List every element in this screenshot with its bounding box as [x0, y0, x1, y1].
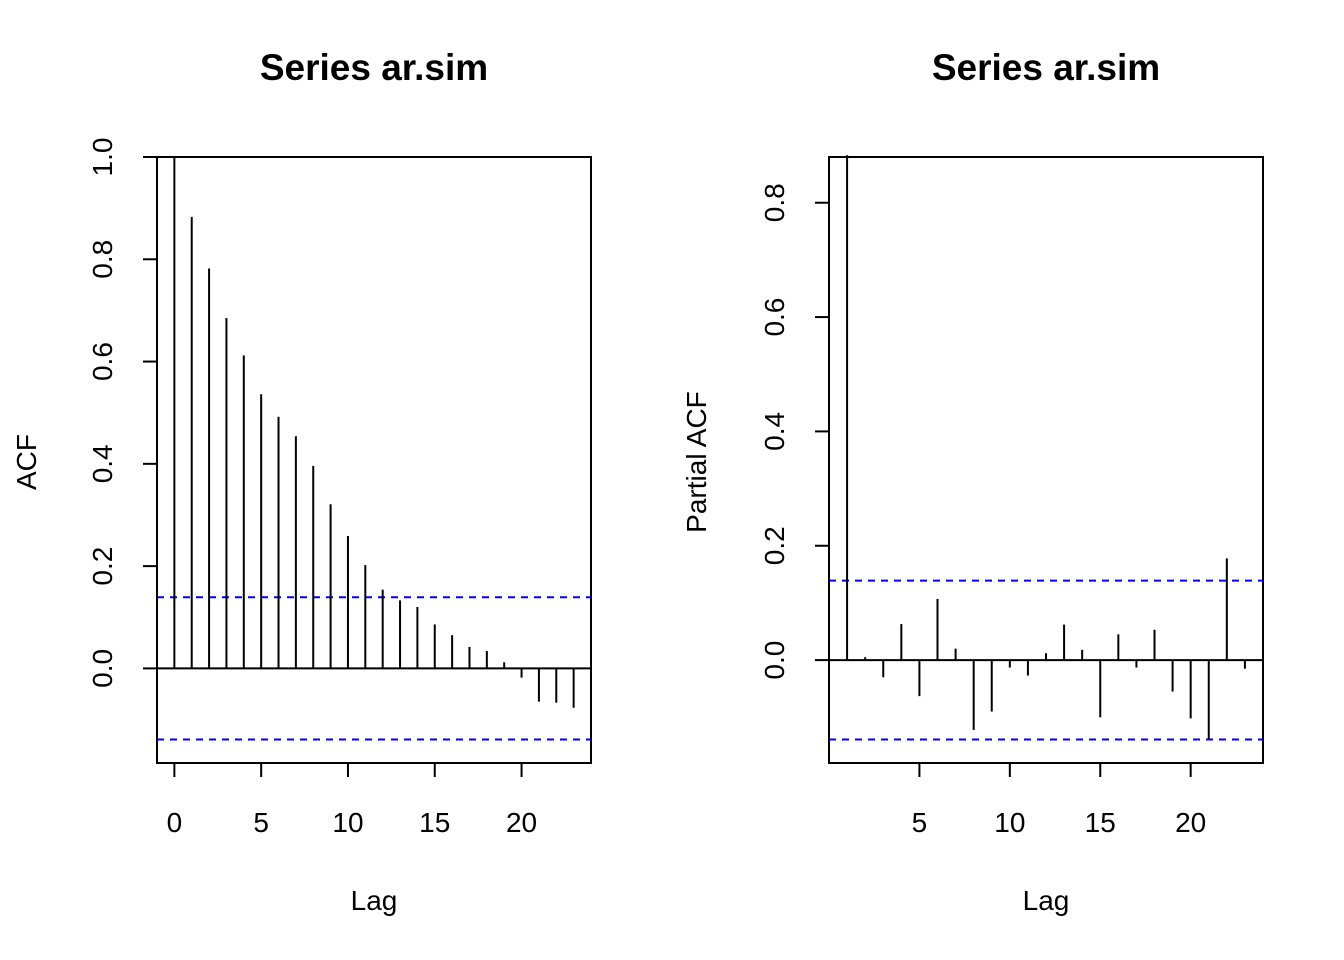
- x-tick-label: 20: [506, 807, 537, 838]
- y-tick-label: 1.0: [87, 138, 118, 177]
- x-tick-label: 0: [167, 807, 183, 838]
- y-tick-label: 0.2: [759, 526, 790, 565]
- x-tick-label: 10: [994, 807, 1025, 838]
- x-axis-label: Lag: [1023, 885, 1070, 916]
- chart-title: Series ar.sim: [932, 47, 1160, 88]
- x-tick-label: 15: [419, 807, 450, 838]
- plot-frame: [828, 156, 1264, 764]
- x-axis-label: Lag: [351, 885, 398, 916]
- y-tick-label: 0.6: [87, 342, 118, 381]
- x-tick-label: 10: [332, 807, 363, 838]
- x-tick-label: 15: [1085, 807, 1116, 838]
- x-tick-label: 20: [1175, 807, 1206, 838]
- y-tick-label: 0.8: [87, 240, 118, 279]
- y-axis-label: ACF: [11, 434, 42, 490]
- x-tick-label: 5: [912, 807, 928, 838]
- acf-panel: Series ar.sim 0 5 10 15 20 Lag 0.0 0.2 0.4 0.6 0.8 1…: [11, 47, 592, 916]
- x-tick-label: 5: [253, 807, 269, 838]
- y-tick-label: 0.0: [759, 641, 790, 680]
- chart-title: Series ar.sim: [260, 47, 488, 88]
- y-tick-label: 0.2: [87, 547, 118, 586]
- y-tick-label: 0.6: [759, 298, 790, 337]
- y-tick-label: 0.4: [87, 444, 118, 483]
- y-tick-label: 0.0: [87, 649, 118, 688]
- plot-frame: [156, 156, 592, 764]
- y-axis-label: Partial ACF: [681, 391, 712, 533]
- y-tick-label: 0.8: [759, 183, 790, 222]
- y-tick-label: 0.4: [759, 412, 790, 451]
- pacf-panel: Series ar.sim 5 10 15 20 Lag 0.0 0.2 0.4 0.6 0.8 Pa…: [681, 47, 1264, 916]
